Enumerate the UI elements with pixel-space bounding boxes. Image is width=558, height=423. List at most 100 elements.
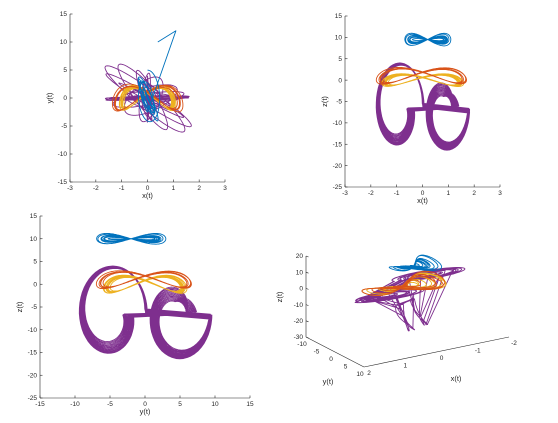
series-red	[95, 270, 192, 290]
x-tick-label: -1	[119, 185, 125, 192]
x-axis-label: x(t)	[142, 191, 153, 200]
series-purple	[375, 62, 471, 151]
x-tick-label: 1	[447, 190, 451, 197]
plot-area	[354, 254, 466, 332]
y-tick-label: 15	[60, 11, 68, 18]
y-tick-label: 5	[63, 67, 67, 74]
series-blue	[404, 32, 452, 47]
z-tick-label: -10	[294, 302, 304, 309]
y-tick-label: 5	[344, 364, 348, 371]
y-tick-label: 15	[30, 213, 38, 220]
x-tick-label: 0	[146, 185, 150, 192]
x-tick-label: -15	[35, 401, 45, 408]
series-blue	[137, 30, 177, 123]
z-tick	[305, 271, 309, 274]
y-axis	[305, 336, 365, 368]
x-tick-label: 2	[367, 370, 371, 377]
series-orange	[381, 73, 465, 87]
x-tick-label: 2	[197, 185, 201, 192]
y-tick-label: -20	[333, 163, 343, 170]
series-purple	[354, 267, 466, 332]
series-blue	[96, 232, 167, 245]
x-tick-label: 1	[403, 363, 407, 370]
series-purple	[78, 265, 213, 360]
y-tick-label: -25	[28, 395, 38, 402]
y-tick-label: -10	[28, 327, 38, 334]
y-tick-label: 0	[33, 281, 37, 288]
y-tick-label: -15	[28, 350, 38, 357]
x-tick-label: -2	[511, 340, 517, 347]
y-tick-label: -10	[297, 341, 307, 348]
x-tick-label: -10	[70, 401, 80, 408]
x-tick-label: 0	[421, 190, 425, 197]
y-axis-label: z(t)	[15, 301, 24, 312]
y-tick-label: -15	[58, 179, 68, 186]
series-orange	[102, 274, 188, 294]
y-tick-label: 0	[329, 356, 333, 363]
y-tick-label: 10	[30, 236, 38, 243]
x-tick-label: -2	[368, 190, 374, 197]
x-tick-label: 0	[143, 401, 147, 408]
x-tick-label: -1	[394, 190, 400, 197]
x-tick-label: 15	[246, 401, 254, 408]
series-red	[375, 67, 467, 85]
x-tick-label: -3	[67, 185, 73, 192]
x-tick-label: -5	[107, 401, 113, 408]
x-tick-label: 2	[472, 190, 476, 197]
x-axis	[363, 336, 510, 368]
z-tick	[305, 320, 309, 323]
z-tick-label: 10	[296, 269, 304, 276]
y-axis-label: z(t)	[320, 96, 329, 107]
z-tick-label: -20	[294, 318, 304, 325]
x-tick-label: -3	[342, 190, 348, 197]
y-tick-label: 10	[356, 371, 364, 378]
y-tick-label: -5	[61, 123, 67, 130]
y-tick-label: -5	[314, 349, 320, 356]
x-axis-label: x(t)	[417, 196, 428, 205]
x-axis-label: y(t)	[140, 407, 151, 416]
x-axis-label: x(t)	[451, 374, 462, 383]
x-tick-label: 10	[211, 401, 219, 408]
z-tick-label: 0	[299, 286, 303, 293]
plot-area	[375, 32, 471, 151]
series-blue	[388, 254, 443, 272]
z-tick-label: -30	[294, 334, 304, 341]
y-tick-label: -20	[28, 372, 38, 379]
x-tick-label: 1	[172, 185, 176, 192]
plot-yz: -15 -10 -5 0 5 10 15 -25 -20 -15 -10 -5 0 5 10 15 y(t) z(…	[15, 213, 254, 416]
x-tick-label: 3	[223, 185, 227, 192]
x-tick-label: 0	[440, 355, 444, 362]
y-tick-label: 5	[338, 56, 342, 63]
y-tick-label: -15	[333, 141, 343, 148]
series-red	[361, 270, 446, 296]
y-tick-label: 0	[338, 77, 342, 84]
z-tick	[305, 304, 309, 306]
y-tick-label: -25	[333, 184, 343, 191]
plot-area	[104, 30, 192, 133]
series-red	[111, 83, 184, 113]
y-tick-label: -5	[336, 99, 342, 106]
z-tick	[305, 255, 309, 258]
y-tick-label: -10	[333, 120, 343, 127]
y-axis-label: y(t)	[323, 377, 334, 386]
x-tick-label: -2	[93, 185, 99, 192]
y-tick-label: -5	[31, 304, 37, 311]
y-tick-label: -10	[58, 151, 68, 158]
z-tick	[305, 288, 309, 290]
z-axis-label: z(t)	[275, 291, 284, 302]
y-tick-label: 15	[335, 13, 343, 20]
y-tick-label: 10	[60, 39, 68, 46]
z-tick-label: 20	[296, 253, 304, 260]
y-tick-label: 10	[335, 35, 343, 42]
y-tick-label: 0	[63, 95, 67, 102]
y-axis-label: y(t)	[45, 92, 54, 103]
plot-area	[78, 232, 213, 360]
x-tick-label: 5	[178, 401, 182, 408]
x-tick-label: 3	[498, 190, 502, 197]
y-tick-label: 5	[33, 259, 37, 266]
x-tick-label: -1	[475, 348, 481, 355]
